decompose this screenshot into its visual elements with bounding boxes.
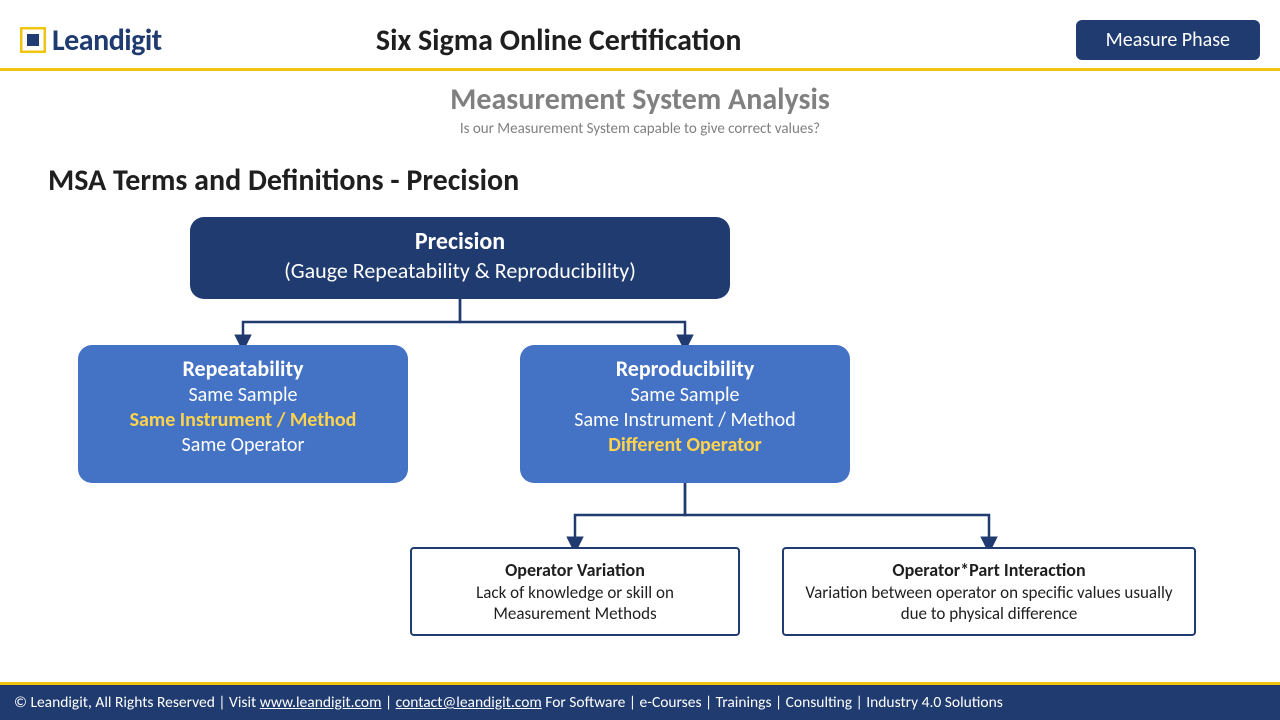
subheader-subtitle: Is our Measurement System capable to giv…	[0, 120, 1280, 138]
footer-email-link[interactable]: contact@leandigit.com	[396, 693, 542, 712]
logo-icon	[20, 27, 46, 53]
footer-website-link[interactable]: www.leandigit.com	[260, 693, 382, 712]
node-root: Precision(Gauge Repeatability & Reproduc…	[190, 217, 730, 299]
footer-copyright: © Leandigit, All Rights Reserved	[14, 693, 215, 712]
phase-badge: Measure Phase	[1076, 20, 1260, 60]
subheader: Measurement System Analysis Is our Measu…	[0, 81, 1280, 138]
page-title: Six Sigma Online Certification	[42, 22, 1076, 59]
footer: © Leandigit, All Rights Reserved | Visit…	[0, 682, 1280, 720]
footer-visit-label: Visit	[229, 693, 256, 712]
node-opvar: Operator VariationLack of knowledge or s…	[410, 547, 740, 636]
footer-sep: |	[218, 693, 229, 712]
footer-tagline: For Software | e-Courses | Trainings | C…	[545, 693, 1003, 712]
header: Leandigit Six Sigma Online Certification…	[0, 0, 1280, 71]
node-repro: ReproducibilitySame SampleSame Instrumen…	[520, 345, 850, 483]
node-repeat: RepeatabilitySame SampleSame Instrument …	[78, 345, 408, 483]
precision-tree-diagram: Precision(Gauge Repeatability & Reproduc…	[0, 199, 1280, 639]
node-oppart: Operator*Part InteractionVariation betwe…	[782, 547, 1196, 636]
section-title: MSA Terms and Definitions - Precision	[48, 162, 1280, 199]
subheader-title: Measurement System Analysis	[0, 81, 1280, 118]
footer-sep: |	[385, 693, 396, 712]
